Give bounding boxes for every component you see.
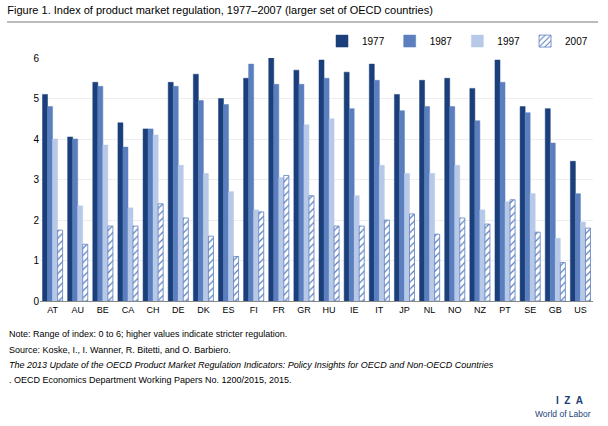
svg-text:ES: ES bbox=[223, 305, 235, 315]
svg-text:0: 0 bbox=[33, 296, 39, 307]
svg-text:NZ: NZ bbox=[474, 305, 486, 315]
svg-text:CH: CH bbox=[147, 305, 160, 315]
svg-text:NL: NL bbox=[424, 305, 436, 315]
svg-text:FI: FI bbox=[250, 305, 258, 315]
svg-text:The 2013 Update of the OECD Pr: The 2013 Update of the OECD Product Mark… bbox=[9, 360, 494, 370]
svg-text:Note: Range of index: 0 to 6;: Note: Range of index: 0 to 6; higher val… bbox=[9, 329, 287, 339]
svg-text:SE: SE bbox=[524, 305, 536, 315]
svg-text:5: 5 bbox=[33, 93, 39, 104]
svg-text:NO: NO bbox=[448, 305, 462, 315]
svg-text:FR: FR bbox=[273, 305, 285, 315]
svg-text:BE: BE bbox=[97, 305, 109, 315]
svg-text:I Z A: I Z A bbox=[556, 395, 583, 406]
svg-text:IE: IE bbox=[350, 305, 359, 315]
svg-text:2007: 2007 bbox=[565, 36, 588, 47]
svg-text:3: 3 bbox=[33, 174, 39, 185]
svg-text:1977: 1977 bbox=[362, 36, 385, 47]
svg-text:US: US bbox=[574, 305, 587, 315]
svg-text:AU: AU bbox=[71, 305, 84, 315]
svg-text:6: 6 bbox=[33, 53, 39, 64]
svg-text:1997: 1997 bbox=[497, 36, 520, 47]
svg-text:4: 4 bbox=[33, 134, 39, 145]
svg-text:2: 2 bbox=[33, 215, 39, 226]
svg-text:IT: IT bbox=[375, 305, 384, 315]
svg-text:JP: JP bbox=[399, 305, 410, 315]
svg-text:CA: CA bbox=[122, 305, 135, 315]
svg-text:World of Labor: World of Labor bbox=[535, 409, 591, 419]
svg-text:GR: GR bbox=[297, 305, 311, 315]
svg-text:Figure 1. Index of product mar: Figure 1. Index of product market regula… bbox=[7, 4, 433, 16]
svg-text:HU: HU bbox=[323, 305, 336, 315]
svg-text:. OECD Economics Department Wo: . OECD Economics Department Working Pape… bbox=[9, 375, 291, 385]
svg-text:PT: PT bbox=[499, 305, 511, 315]
svg-text:Source: Koske, I., I. Wanner,: Source: Koske, I., I. Wanner, R. Bitetti… bbox=[9, 345, 231, 355]
svg-text:GB: GB bbox=[549, 305, 562, 315]
svg-text:DE: DE bbox=[172, 305, 185, 315]
svg-text:1: 1 bbox=[33, 255, 39, 266]
svg-text:DK: DK bbox=[197, 305, 210, 315]
svg-text:AT: AT bbox=[47, 305, 58, 315]
svg-text:1987: 1987 bbox=[430, 36, 453, 47]
